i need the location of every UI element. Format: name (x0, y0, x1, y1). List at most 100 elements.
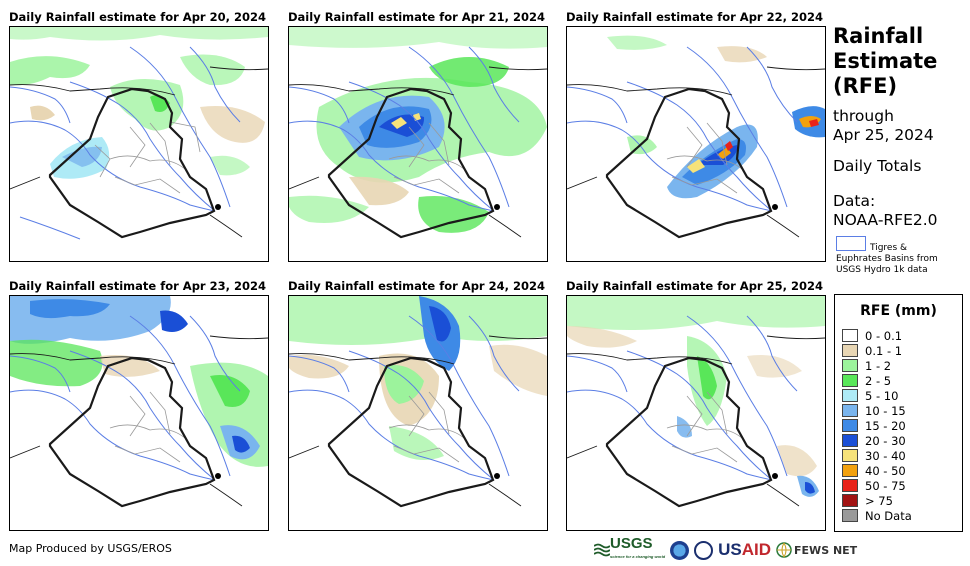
legend-label: No Data (865, 509, 912, 523)
basin-line-2: Euphrates Basins from (836, 254, 938, 264)
country-borders (10, 335, 268, 507)
country-borders (289, 335, 547, 507)
legend-swatch (842, 344, 858, 357)
data-source: NOAA-RFE2.0 (833, 211, 938, 229)
rfe-legend: RFE (mm) 0 - 0.1 0.1 - 1 1 - 2 2 - 5 5 -… (834, 294, 963, 532)
country-borders (567, 66, 825, 238)
legend-label: 30 - 40 (865, 449, 906, 463)
legend-swatch (842, 464, 858, 477)
legend-label: 40 - 50 (865, 464, 906, 478)
iraq-border (48, 356, 216, 508)
usaid-seal-icon (694, 540, 714, 560)
legend-item: 20 - 30 (842, 434, 906, 448)
usgs-wordmark: USGS (610, 535, 653, 552)
fews-net-logo: FEWS NET (776, 542, 857, 558)
panel-4-title: Daily Rainfall estimate for Apr 23, 2024 (9, 279, 266, 293)
usgs-wave-icon (594, 543, 610, 557)
panel-3-title: Daily Rainfall estimate for Apr 22, 2024 (566, 10, 823, 24)
title-line-3: (RFE) (833, 74, 898, 98)
iraq-border (605, 356, 773, 508)
map-panel-2 (288, 26, 548, 262)
legend-label: 50 - 75 (865, 479, 906, 493)
legend-swatch (842, 374, 858, 387)
legend-swatch (842, 434, 858, 447)
basin-line-1: Tigres & (870, 243, 908, 253)
admin-lines (94, 121, 201, 194)
rain-layer (10, 296, 268, 467)
through-label: through (833, 107, 894, 125)
legend-item: 5 - 10 (842, 389, 898, 403)
iraq-border (327, 87, 495, 239)
title-line-2: Estimate (833, 49, 938, 73)
iraq-border (48, 87, 216, 239)
map-panel-3 (566, 26, 826, 262)
panel-5-title: Daily Rainfall estimate for Apr 24, 2024 (288, 279, 545, 293)
usaid-logo: USAID (718, 540, 771, 560)
legend-label: 0.1 - 1 (865, 344, 903, 358)
usaid-us: US (718, 540, 742, 559)
legend-label: 2 - 5 (865, 374, 892, 388)
admin-lines (666, 391, 743, 463)
legend-item: 0 - 0.1 (842, 329, 902, 343)
country-borders (567, 335, 825, 507)
usaid-aid: AID (741, 540, 772, 559)
legend-swatch (842, 389, 858, 402)
data-label: Data: (833, 192, 876, 210)
legend-swatch (842, 479, 858, 492)
legend-label: > 75 (865, 494, 893, 508)
legend-swatch (842, 494, 858, 507)
map-panel-6 (566, 295, 826, 531)
legend-item: 10 - 15 (842, 404, 906, 418)
legend-item: 15 - 20 (842, 419, 906, 433)
admin-lines (109, 391, 186, 463)
usgs-logo: USGS science for a changing world (594, 535, 666, 563)
fews-globe-icon (776, 542, 792, 558)
map-panel-5 (288, 295, 548, 531)
legend-item: 1 - 2 (842, 359, 891, 373)
map-panel-4-svg (10, 296, 268, 508)
country-borders (289, 66, 547, 238)
daily-totals: Daily Totals (833, 157, 922, 175)
legend-title: RFE (mm) (860, 303, 937, 319)
partner-logos: USGS science for a changing world USAID … (594, 535, 857, 563)
map-panel-6-svg (567, 296, 825, 508)
admin-lines (388, 122, 465, 194)
map-panel-3-svg (567, 35, 825, 239)
legend-item: 30 - 40 (842, 449, 906, 463)
noaa-logo-icon (670, 540, 690, 560)
title-line-1: Rainfall (833, 24, 924, 48)
basins (567, 315, 798, 481)
map-panel-1 (9, 26, 269, 262)
rain-layer (289, 296, 547, 460)
panel-6-title: Daily Rainfall estimate for Apr 25, 2024 (566, 279, 823, 293)
rain-layer (10, 27, 268, 179)
legend-label: 1 - 2 (865, 359, 892, 373)
country-borders (10, 66, 268, 238)
legend-label: 10 - 15 (865, 404, 906, 418)
fews-wordmark: FEWS NET (794, 543, 858, 557)
legend-swatch (842, 419, 858, 432)
legend-item: 40 - 50 (842, 464, 906, 478)
legend-item: > 75 (842, 494, 893, 508)
legend-item: 0.1 - 1 (842, 344, 902, 358)
usgs-tagline: science for a changing world (610, 554, 666, 559)
legend-swatch (842, 404, 858, 417)
legend-label: 5 - 10 (865, 389, 899, 403)
legend-label: 15 - 20 (865, 419, 906, 433)
map-panel-2-svg (289, 27, 547, 239)
legend-label: 20 - 30 (865, 434, 906, 448)
map-panel-1-svg (10, 27, 268, 240)
map-panel-4 (9, 295, 269, 531)
basin-legend-swatch (836, 236, 866, 251)
panel-2-title: Daily Rainfall estimate for Apr 21, 2024 (288, 10, 545, 24)
legend-label: 0 - 0.1 (865, 329, 903, 343)
through-date: Apr 25, 2024 (833, 126, 934, 144)
legend-item: 50 - 75 (842, 479, 906, 493)
rain-layer (289, 27, 547, 233)
map-credit: Map Produced by USGS/EROS (9, 542, 172, 555)
basin-line-3: USGS Hydro 1k data (836, 265, 928, 275)
legend-item: 2 - 5 (842, 374, 891, 388)
legend-swatch (842, 359, 858, 372)
iraq-border (605, 87, 773, 239)
basin-legend-text: Tigres & Euphrates Basins from USGS Hydr… (836, 243, 938, 276)
